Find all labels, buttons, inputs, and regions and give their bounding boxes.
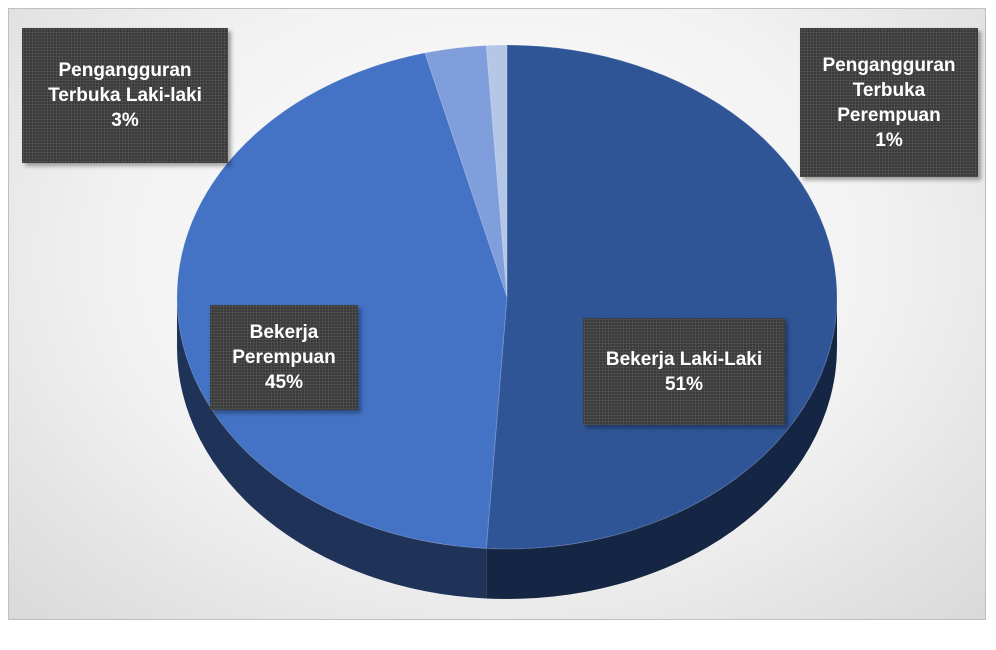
label-name: Bekerja Laki-Laki bbox=[605, 348, 763, 370]
slice-side bbox=[177, 297, 487, 599]
slice bbox=[176, 52, 508, 550]
data-label: Pengangguran Terbuka Perempuan 1% bbox=[800, 28, 978, 177]
label-name: Bekerja Perempuan bbox=[232, 322, 336, 368]
label-name: Pengangguran Terbuka Laki-laki bbox=[48, 60, 202, 106]
label-name: Pengangguran Terbuka Perempuan bbox=[822, 54, 956, 126]
label-value: 51% bbox=[664, 373, 704, 395]
label-value: 45% bbox=[264, 372, 304, 393]
label-value: 1% bbox=[875, 129, 903, 151]
slice-side bbox=[486, 297, 837, 599]
label-value: 3% bbox=[111, 110, 139, 131]
data-label: Pengangguran Terbuka Laki-laki 3% bbox=[22, 28, 228, 163]
data-label: Bekerja Laki-Laki 51% bbox=[583, 318, 785, 425]
slice bbox=[424, 44, 508, 298]
data-label: Bekerja Perempuan 45% bbox=[210, 305, 358, 410]
slice bbox=[485, 44, 508, 298]
